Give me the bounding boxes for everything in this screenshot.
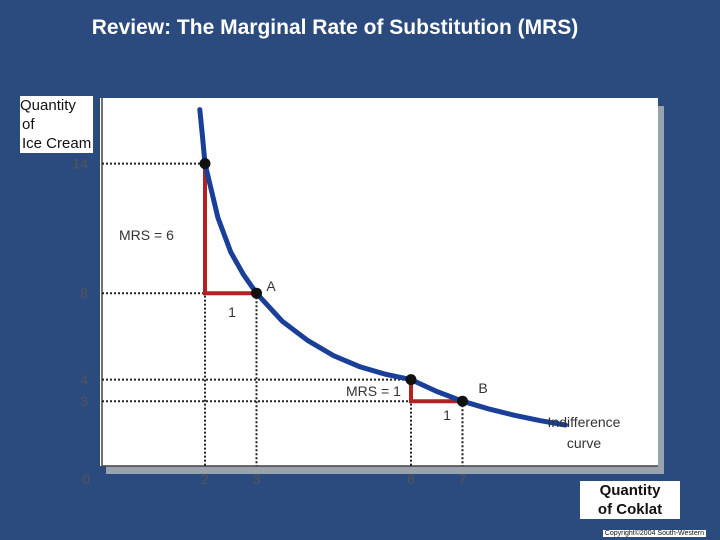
y-tick-labels: 14 8 4 3 [72,156,88,410]
curve-point [405,374,417,386]
y-tick-label: 4 [80,372,88,388]
slide-title: Review: The Marginal Rate of Substitutio… [91,16,579,39]
annotations: MRS = 6 1 MRS = 1 1 A B Indifference curve [119,227,621,451]
mrs-step-line [203,163,257,296]
mrs-step-line [409,379,463,404]
y-axis-label-line: Quantity [20,97,76,114]
curve-points [199,158,468,407]
run-label: 1 [443,407,451,423]
y-axis-label-line: Ice Cream [22,135,92,152]
x-axis-label-line: of Coklat [597,501,663,518]
point-label: A [266,278,276,294]
y-axis-label: Quantity of Ice Cream [20,96,94,153]
x-tick-label: 3 [253,471,261,487]
run-label: 1 [228,304,236,320]
mrs-label: MRS = 1 [346,383,401,399]
y-tick-label: 8 [80,285,88,301]
curve-point [251,287,262,299]
mrs-label: MRS = 6 [119,227,174,243]
x-axis-label-line: Quantity [599,482,661,499]
mrs-steps [203,163,463,404]
point-label: B [478,380,487,396]
plot-area [100,98,658,466]
series-label: curve [567,435,601,451]
series-label: Indifference [548,414,621,430]
indifference-curve [197,107,568,428]
guide-lines [102,162,464,466]
curve-point [457,395,468,407]
x-tick-label: 2 [201,471,209,487]
x-tick-label: 7 [459,471,467,487]
x-tick-labels: 0 2 3 6 7 [82,471,467,487]
x-tick-label: 0 [82,471,90,487]
y-tick-label: 14 [72,156,88,172]
x-axis-label: Quantity of Coklat [580,481,680,519]
copyright-note: Copyright©2004 South-Western [602,530,706,537]
y-axis-label-line: of [22,116,35,133]
curve-point [199,158,211,170]
y-tick-label: 3 [80,393,88,409]
x-tick-label: 6 [407,471,415,487]
